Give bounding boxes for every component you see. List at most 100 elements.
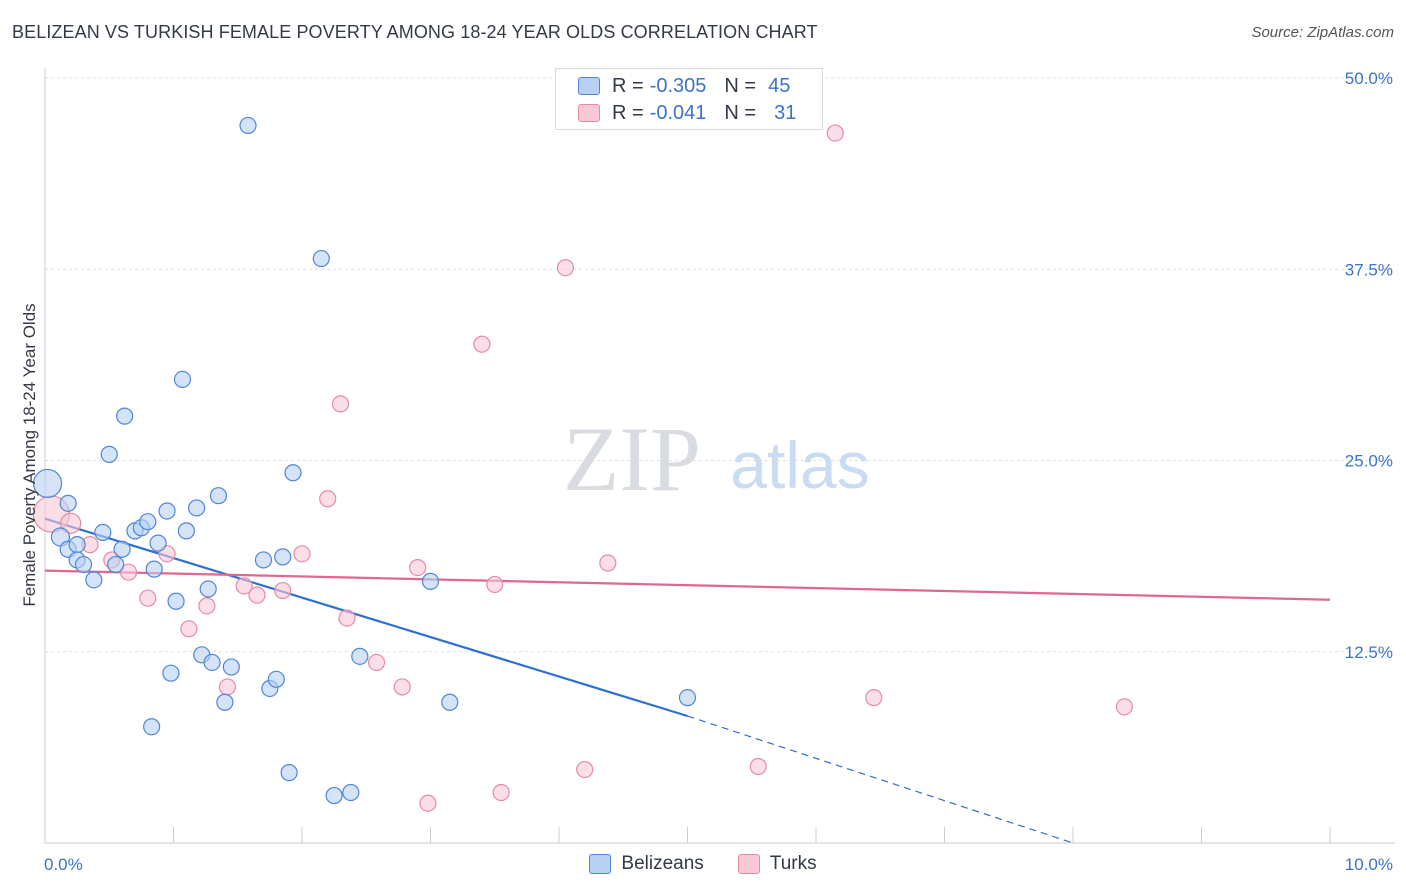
data-points <box>32 116 1134 812</box>
point-turks <box>235 577 253 595</box>
point-turks <box>60 512 82 534</box>
chart-title: BELIZEAN VS TURKISH FEMALE POVERTY AMONG… <box>12 22 818 42</box>
point-belizeans <box>143 718 161 736</box>
point-turks <box>393 678 411 696</box>
n-value: 31 <box>774 101 797 124</box>
y-tick-label: 50.0% <box>1345 69 1393 88</box>
point-belizeans <box>216 693 234 711</box>
point-belizeans <box>68 536 86 554</box>
point-belizeans <box>94 523 112 542</box>
point-turks <box>218 678 237 696</box>
point-belizeans <box>173 370 192 389</box>
point-belizeans <box>342 783 360 802</box>
point-belizeans <box>267 670 285 688</box>
point-belizeans <box>85 571 103 589</box>
n-value: 45 <box>768 74 791 97</box>
legend-item-turks: Turks <box>737 853 817 875</box>
legend-label-belizeans: Belizeans <box>621 853 704 874</box>
x-tick-label: 10.0% <box>1345 855 1393 874</box>
point-turks <box>865 689 883 707</box>
point-turks <box>556 259 575 277</box>
point-belizeans <box>280 764 298 782</box>
point-belizeans <box>222 658 240 676</box>
point-turks <box>319 490 337 508</box>
legend-item-belizeans: Belizeans <box>589 853 704 875</box>
point-belizeans <box>199 580 217 598</box>
point-belizeans <box>139 513 157 531</box>
point-belizeans <box>441 693 459 711</box>
watermark-zip: ZIP <box>563 408 701 510</box>
point-belizeans <box>351 647 369 665</box>
series-legend: Belizeans Turks <box>0 851 1406 877</box>
grid-lines <box>45 77 1395 653</box>
point-belizeans <box>421 572 440 590</box>
r-label: R = <box>612 74 644 97</box>
point-belizeans <box>177 522 195 540</box>
point-belizeans <box>312 249 330 268</box>
point-belizeans <box>116 407 134 425</box>
r-label: R = <box>612 101 644 124</box>
legend-row-turks: R = -0.041 N = 31 <box>578 101 796 125</box>
pink-swatch <box>578 104 600 122</box>
tick-labels: 12.5% 25.0% 37.5% 50.0% 0.0% 10.0% <box>44 69 1393 874</box>
point-belizeans <box>325 786 343 805</box>
point-turks <box>826 124 844 142</box>
legend-row-belizeans: R = -0.305 N = 45 <box>578 74 790 98</box>
point-turks <box>599 554 617 572</box>
blue-swatch <box>589 854 612 874</box>
blue-swatch <box>578 77 600 95</box>
point-turks <box>139 589 157 607</box>
n-label: N = <box>724 74 757 97</box>
point-belizeans <box>107 555 125 574</box>
point-belizeans <box>209 487 228 505</box>
point-belizeans <box>145 560 163 578</box>
point-turks <box>293 545 311 563</box>
point-belizeans <box>158 502 176 520</box>
axes <box>44 68 1395 844</box>
point-belizeans <box>162 664 180 682</box>
y-tick-label: 25.0% <box>1345 452 1393 471</box>
r-value: -0.305 <box>649 74 707 97</box>
point-belizeans <box>254 551 273 569</box>
n-label: N = <box>724 101 757 124</box>
point-turks <box>576 760 594 779</box>
point-turks <box>492 783 510 802</box>
x-tick-label: 0.0% <box>44 855 83 874</box>
watermark: ZIP atlas <box>563 408 870 510</box>
point-belizeans <box>188 499 206 517</box>
point-turks <box>248 586 266 604</box>
point-belizeans <box>74 555 93 574</box>
point-turks <box>180 620 198 638</box>
point-belizeans <box>113 540 131 558</box>
point-turks <box>486 575 504 594</box>
stats-legend: R = -0.305 N = 45 R = -0.041 N = 31 <box>555 68 823 130</box>
point-turks <box>1115 698 1134 716</box>
point-belizeans <box>149 534 167 552</box>
trend-line-turks <box>44 569 1331 601</box>
trend-line-belizeans-extension <box>687 715 1074 844</box>
point-belizeans <box>59 494 77 512</box>
point-belizeans <box>284 464 302 482</box>
trend-line-belizeans <box>44 517 688 718</box>
point-belizeans <box>678 689 697 707</box>
y-tick-label: 37.5% <box>1345 260 1393 279</box>
y-tick-label: 12.5% <box>1345 643 1393 662</box>
pink-swatch <box>737 854 760 874</box>
point-belizeans <box>274 548 292 566</box>
point-turks <box>331 395 350 413</box>
point-turks <box>367 653 386 672</box>
point-turks <box>473 335 491 353</box>
point-turks <box>274 581 292 600</box>
y-axis-label: Female Poverty Among 18-24 Year Olds <box>20 303 39 607</box>
legend-label-turks: Turks <box>769 853 817 874</box>
point-belizeans <box>100 445 118 463</box>
watermark-atlas: atlas <box>730 428 869 502</box>
point-turks <box>419 794 437 812</box>
source-label: Source: ZipAtlas.com <box>1251 24 1394 41</box>
trend-lines <box>44 517 1331 844</box>
point-belizeans <box>203 653 221 672</box>
point-belizeans <box>239 116 257 135</box>
point-turks <box>198 597 216 615</box>
point-turks <box>409 558 427 577</box>
